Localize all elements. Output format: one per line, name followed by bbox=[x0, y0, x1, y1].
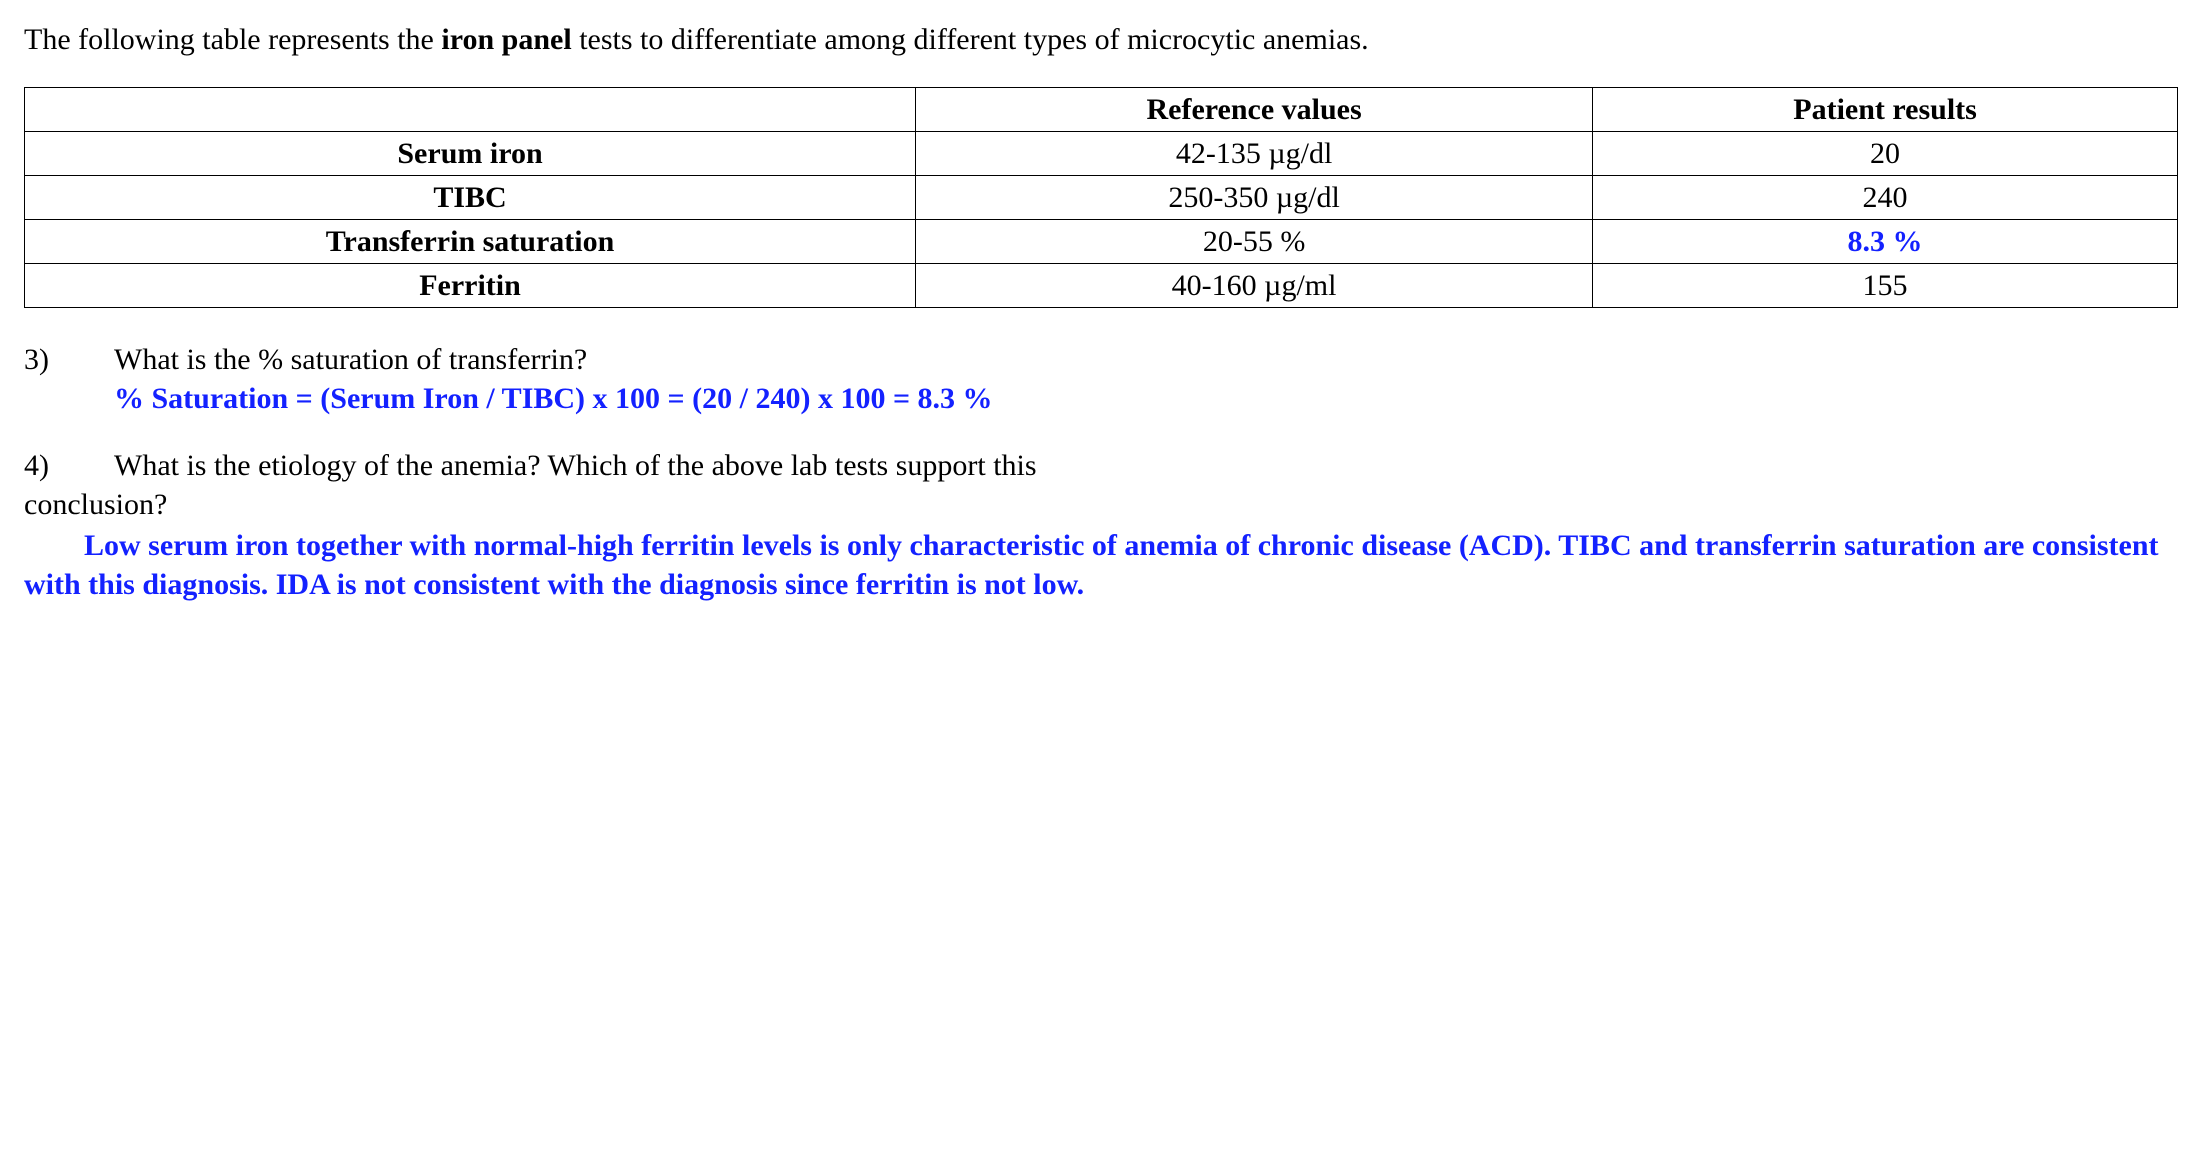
question-4: 4) What is the etiology of the anemia? W… bbox=[24, 446, 2178, 604]
table-header-row: Reference values Patient results bbox=[25, 88, 2178, 132]
intro-bold: iron panel bbox=[441, 23, 571, 56]
q4-text-line2: conclusion? bbox=[24, 485, 2178, 524]
table-row: Serum iron 42-135 µg/dl 20 bbox=[25, 132, 2178, 176]
table-row: Ferritin 40-160 µg/ml 155 bbox=[25, 264, 2178, 308]
row-pat: 155 bbox=[1593, 264, 2178, 308]
row-pat: 8.3 % bbox=[1593, 220, 2178, 264]
intro-pre: The following table represents the bbox=[24, 23, 441, 56]
q4-text-line1: What is the etiology of the anemia? Whic… bbox=[114, 449, 1037, 482]
iron-panel-table: Reference values Patient results Serum i… bbox=[24, 87, 2178, 308]
row-ref: 20-55 % bbox=[916, 220, 1593, 264]
row-pat: 240 bbox=[1593, 176, 2178, 220]
col-header-reference: Reference values bbox=[916, 88, 1593, 132]
q3-answer: % Saturation = (Serum Iron / TIBC) x 100… bbox=[114, 379, 2178, 418]
row-ref: 40-160 µg/ml bbox=[916, 264, 1593, 308]
row-pat: 20 bbox=[1593, 132, 2178, 176]
table-row: TIBC 250-350 µg/dl 240 bbox=[25, 176, 2178, 220]
intro-post: tests to differentiate among different t… bbox=[572, 23, 1369, 56]
row-name: TIBC bbox=[25, 176, 916, 220]
row-name: Serum iron bbox=[25, 132, 916, 176]
intro-paragraph: The following table represents the iron … bbox=[24, 20, 2178, 59]
row-ref: 250-350 µg/dl bbox=[916, 176, 1593, 220]
q3-number: 3) bbox=[24, 340, 114, 418]
row-name: Ferritin bbox=[25, 264, 916, 308]
q4-answer: Low serum iron together with normal-high… bbox=[24, 526, 2178, 604]
row-name: Transferrin saturation bbox=[25, 220, 916, 264]
col-header-patient: Patient results bbox=[1593, 88, 2178, 132]
col-header-blank bbox=[25, 88, 916, 132]
row-ref: 42-135 µg/dl bbox=[916, 132, 1593, 176]
q3-text: What is the % saturation of transferrin? bbox=[114, 340, 2178, 379]
table-row: Transferrin saturation 20-55 % 8.3 % bbox=[25, 220, 2178, 264]
question-3: 3) What is the % saturation of transferr… bbox=[24, 340, 2178, 418]
q4-number: 4) bbox=[24, 446, 114, 485]
